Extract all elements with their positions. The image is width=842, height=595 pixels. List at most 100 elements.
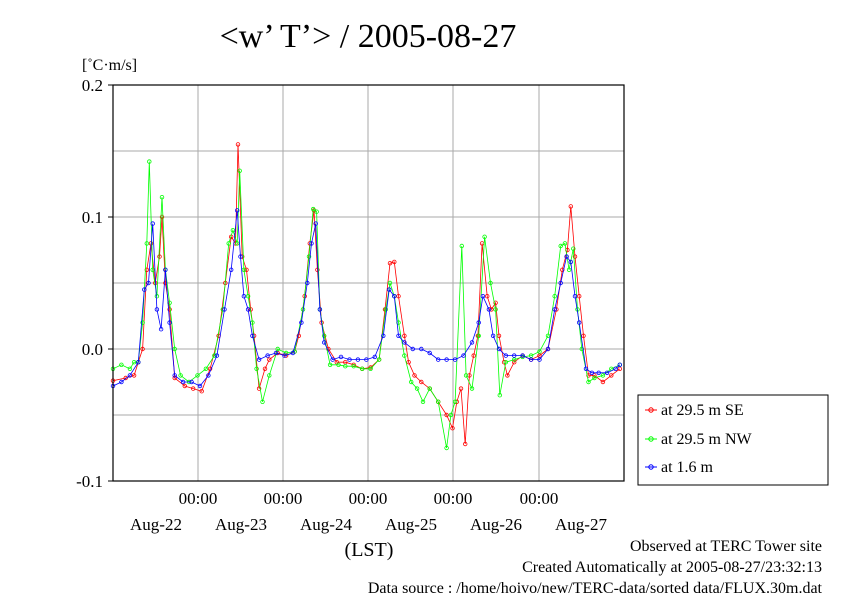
data-point [463, 441, 468, 447]
data-point [381, 333, 386, 338]
data-point [505, 373, 510, 378]
data-point [254, 366, 259, 371]
data-point [234, 208, 240, 213]
data-point [458, 386, 464, 391]
x-ticks: 00:00 00:00 00:00 00:00 00:00 Aug-22 Aug… [130, 489, 607, 534]
data-point [197, 383, 203, 389]
data-point [309, 241, 314, 246]
data-point [167, 307, 172, 312]
footer-site: Observed at TERC Tower site [630, 538, 822, 555]
data-point [226, 241, 231, 246]
series-2 [110, 208, 622, 389]
data-point [497, 393, 502, 398]
data-point [241, 267, 247, 272]
data-point [368, 365, 373, 370]
series-line [112, 210, 621, 387]
data-point [402, 340, 407, 345]
data-point [402, 353, 407, 358]
data-point [234, 241, 240, 246]
data-point [172, 373, 177, 378]
data-point [572, 254, 578, 259]
data-point [583, 366, 589, 371]
data-point [383, 307, 388, 312]
data-point [396, 333, 401, 338]
data-point [586, 379, 591, 385]
plot-frame [112, 84, 625, 482]
data-point [322, 340, 327, 345]
data-point [512, 353, 517, 358]
series-1 [110, 159, 622, 451]
data-point [206, 373, 211, 378]
data-point [493, 300, 498, 305]
grid-lines [113, 85, 624, 481]
data-point [387, 261, 393, 266]
legend-label-1-6m: at 1.6 m [661, 459, 714, 476]
data-point [267, 357, 272, 362]
data-point [172, 375, 177, 381]
data-point [265, 353, 270, 358]
data-point [566, 267, 572, 272]
data-point [512, 357, 517, 362]
data-point [131, 373, 137, 378]
data-point [444, 412, 449, 418]
data-point [147, 159, 152, 164]
data-point [436, 357, 441, 362]
data-point [444, 445, 449, 451]
y-tick-label: 0.2 [82, 76, 103, 95]
data-point [313, 221, 318, 226]
data-point [427, 350, 432, 356]
data-point [592, 373, 597, 378]
data-point [336, 362, 341, 367]
data-point [568, 204, 573, 209]
data-point [222, 307, 227, 312]
data-point [528, 357, 534, 362]
data-point [351, 364, 356, 369]
footer-source: Data source : /home/hoivo/new/TERC-data/… [368, 580, 823, 595]
data-point [503, 353, 508, 358]
data-point [414, 386, 420, 391]
data-point [392, 259, 397, 265]
data-point [299, 320, 304, 325]
data-point [262, 366, 268, 371]
legend-label-nw: at 29.5 m NW [661, 431, 753, 448]
data-point [241, 294, 247, 299]
data-point [459, 243, 464, 249]
data-point [238, 254, 243, 259]
data-point [343, 364, 348, 369]
data-point [560, 267, 565, 272]
data-point [596, 370, 601, 375]
legend-box [637, 394, 829, 486]
data-point [617, 362, 622, 367]
x-time-tick-label: 00:00 [179, 489, 218, 508]
x-date-label: Aug-24 [300, 515, 352, 534]
data-point [486, 307, 492, 312]
legend-marker-1-6m [648, 464, 654, 470]
data-point [609, 373, 614, 378]
chart-title: <w’ T’> / 2005-08-27 [220, 18, 517, 55]
data-point [604, 370, 610, 375]
data-point [123, 375, 128, 381]
data-point [355, 357, 361, 362]
data-point [396, 294, 401, 299]
x-date-label: Aug-23 [215, 515, 267, 534]
data-point [552, 307, 557, 312]
data-point [572, 294, 578, 299]
data-point [167, 320, 172, 325]
data-point [568, 259, 573, 265]
data-point [562, 241, 568, 246]
data-point [520, 354, 525, 360]
data-point [275, 346, 280, 352]
data-point [330, 357, 335, 362]
data-point [520, 353, 525, 358]
data-point [214, 353, 220, 358]
data-point [136, 360, 141, 365]
data-point [463, 373, 469, 378]
data-point [452, 399, 458, 404]
data-point [406, 360, 411, 365]
x-time-tick-label: 00:00 [520, 489, 559, 508]
data-point [159, 194, 165, 200]
data-point [189, 379, 194, 385]
legend-marker-se [648, 407, 654, 413]
y-axis-unit-label: [˚C·m/s] [82, 57, 137, 74]
